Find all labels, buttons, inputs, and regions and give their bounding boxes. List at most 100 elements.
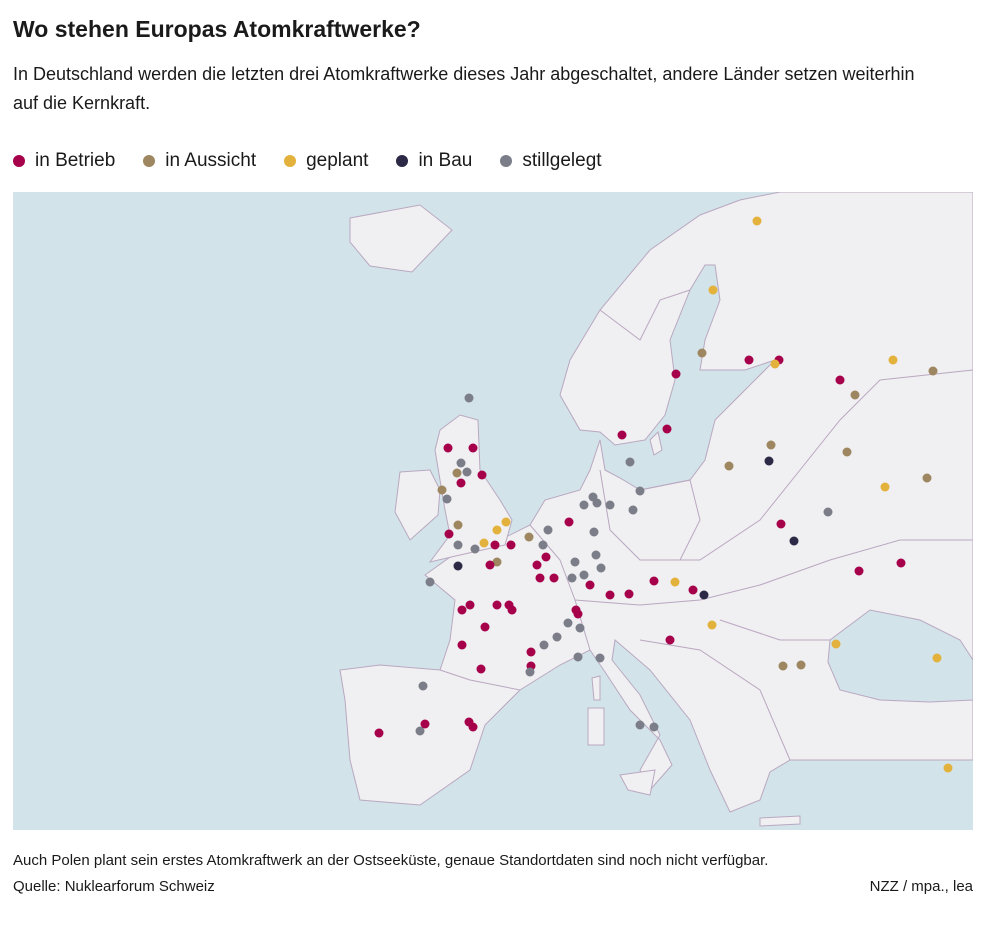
land — [339, 192, 973, 827]
sicily — [619, 769, 656, 796]
legend-item: in Bau — [396, 150, 472, 172]
plant-dot — [456, 478, 466, 488]
plant-dot — [766, 440, 776, 450]
ireland — [394, 469, 441, 541]
plant-dot — [635, 720, 645, 730]
plant-dot — [831, 639, 841, 649]
plant-dot — [764, 456, 774, 466]
footnote: Auch Polen plant sein erstes Atomkraftwe… — [13, 852, 769, 869]
black-sea — [827, 609, 973, 703]
gotland — [649, 431, 663, 456]
plant-dot — [605, 590, 615, 600]
border — [719, 619, 830, 641]
plant-dot — [462, 467, 472, 477]
plant-dot — [470, 544, 480, 554]
plant-dot — [552, 632, 562, 642]
title: Wo stehen Europas Atomkraftwerke? — [13, 16, 421, 42]
border — [639, 479, 701, 561]
plant-dot — [724, 461, 734, 471]
plant-dot — [425, 577, 435, 587]
plant-dot — [880, 482, 890, 492]
border — [599, 369, 973, 561]
plant-dot — [444, 529, 454, 539]
plant-dot — [670, 577, 680, 587]
legend-label: stillgelegt — [522, 150, 602, 171]
plant-dot — [465, 600, 475, 610]
plant-dot — [596, 563, 606, 573]
plant-dot — [592, 498, 602, 508]
corsica — [591, 675, 601, 701]
plant-dot — [485, 560, 495, 570]
plant-dot — [928, 366, 938, 376]
crete — [759, 815, 801, 827]
great-britain — [428, 414, 513, 563]
plant-dot — [922, 473, 932, 483]
plant-dot — [575, 623, 585, 633]
plant-dot — [850, 390, 860, 400]
plant-dot — [591, 550, 601, 560]
plant-dot — [699, 590, 709, 600]
plant-dot — [649, 722, 659, 732]
plant-dot — [579, 570, 589, 580]
plant-dot — [549, 573, 559, 583]
plant-dot — [943, 763, 953, 773]
plant-dot — [457, 640, 467, 650]
subtitle: In Deutschland werden die letzten drei A… — [13, 64, 915, 113]
legend-label: in Bau — [418, 150, 473, 171]
plant-dot — [476, 664, 486, 674]
plant-dot — [570, 557, 580, 567]
plant-dot — [538, 540, 548, 550]
plant-dot — [708, 285, 718, 295]
plant-dot — [796, 660, 806, 670]
plant-dot — [789, 536, 799, 546]
plant-dot — [468, 722, 478, 732]
plant-dot — [479, 538, 489, 548]
plant-dot — [585, 580, 595, 590]
plant-dot — [541, 552, 551, 562]
plant-dot — [567, 573, 577, 583]
legend-label: in Betrieb — [35, 150, 116, 171]
plant-dot — [526, 647, 536, 657]
plant-dot — [649, 576, 659, 586]
legend-swatch — [396, 155, 409, 167]
plant-dot — [437, 485, 447, 495]
plant-dot — [453, 561, 463, 571]
plant-dot — [671, 369, 681, 379]
plant-dot — [617, 430, 627, 440]
legend-swatch — [13, 155, 25, 167]
plant-dot — [492, 600, 502, 610]
plant-dot — [468, 443, 478, 453]
plant-dot — [506, 540, 516, 550]
plant-dot — [535, 573, 545, 583]
plant-dot — [453, 540, 463, 550]
legend-item: stillgelegt — [500, 150, 602, 172]
plant-dot — [932, 653, 942, 663]
plant-dot — [507, 605, 517, 615]
plant-dot — [579, 500, 589, 510]
plant-dot — [525, 667, 535, 677]
plant-dot — [457, 605, 467, 615]
sardinia — [587, 707, 605, 746]
plant-dot — [442, 494, 452, 504]
plant-dot — [456, 458, 466, 468]
plant-dot — [854, 566, 864, 576]
plant-dot — [823, 507, 833, 517]
border — [639, 639, 791, 761]
plant-dot — [888, 355, 898, 365]
plant-dot — [524, 532, 534, 542]
plant-dot — [778, 661, 788, 671]
plant-dot — [776, 519, 786, 529]
legend-swatch — [143, 155, 156, 167]
plant-dot — [624, 589, 634, 599]
plant-dot — [628, 505, 638, 515]
plant-dot — [480, 622, 490, 632]
plant-dot — [573, 652, 583, 662]
plant-dot — [573, 609, 583, 619]
plant-dot — [835, 375, 845, 385]
plant-dot — [477, 470, 487, 480]
plant-dot — [662, 424, 672, 434]
legend: in Betrieb in Aussicht geplant in Bau stillg… — [13, 150, 630, 172]
plant-dot — [418, 681, 428, 691]
plant-dot — [420, 719, 430, 729]
plant-dot — [595, 653, 605, 663]
